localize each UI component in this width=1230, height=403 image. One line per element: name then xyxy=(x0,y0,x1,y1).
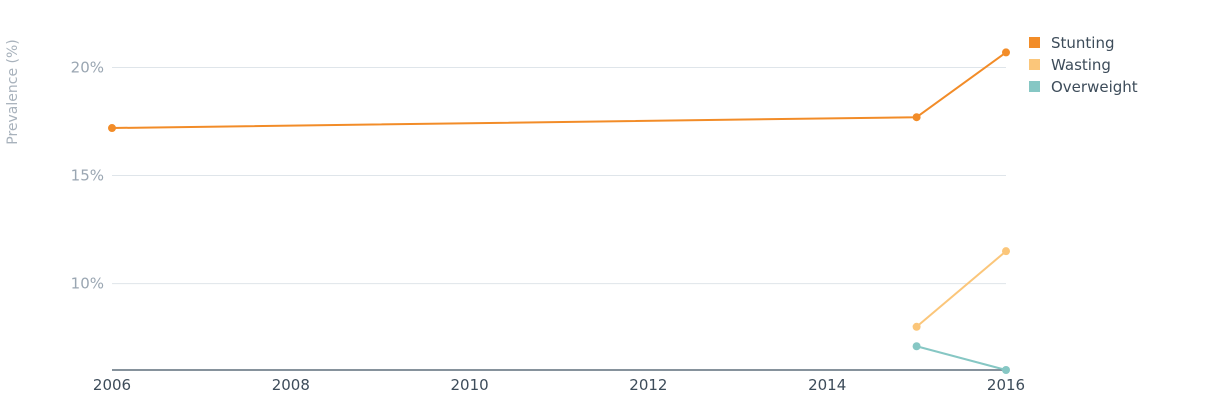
data-point-stunting[interactable] xyxy=(1002,48,1010,57)
legend-swatch-wasting xyxy=(1029,59,1040,70)
x-tick-label: 2010 xyxy=(451,376,489,394)
axis-layer: 10% 15% 20% 2006 2008 2010 2012 2014 2016 xyxy=(71,59,1025,394)
legend-label-wasting[interactable]: Wasting xyxy=(1051,56,1111,74)
series-line-stunting xyxy=(111,51,1007,130)
legend-label-overweight[interactable]: Overweight xyxy=(1051,78,1138,96)
data-point-stunting[interactable] xyxy=(108,124,116,133)
x-tick-label: 2008 xyxy=(272,376,310,394)
x-tick-label: 2016 xyxy=(987,376,1025,394)
legend-swatch-overweight xyxy=(1029,81,1040,92)
data-point-wasting[interactable] xyxy=(1002,247,1010,256)
series-line-wasting xyxy=(915,250,1007,328)
legend-swatch-stunting xyxy=(1029,37,1040,48)
y-tick-label: 20% xyxy=(71,59,104,77)
data-point-wasting[interactable] xyxy=(912,322,921,331)
y-tick-label: 15% xyxy=(71,167,104,185)
x-tick-label: 2014 xyxy=(808,376,846,394)
series-layer xyxy=(108,48,1010,374)
y-axis-label: Prevalence (%) xyxy=(5,39,21,145)
data-point-overweight[interactable] xyxy=(912,342,921,351)
x-tick-label: 2012 xyxy=(629,376,667,394)
grid-layer xyxy=(112,67,1006,285)
legend: Stunting Wasting Overweight xyxy=(1029,34,1138,96)
data-point-stunting[interactable] xyxy=(912,113,921,122)
legend-label-stunting[interactable]: Stunting xyxy=(1051,34,1115,52)
data-point-overweight[interactable] xyxy=(1002,366,1010,374)
y-tick-label: 10% xyxy=(71,275,104,293)
series-line-overweight xyxy=(916,345,1007,371)
x-tick-label: 2006 xyxy=(93,376,131,394)
